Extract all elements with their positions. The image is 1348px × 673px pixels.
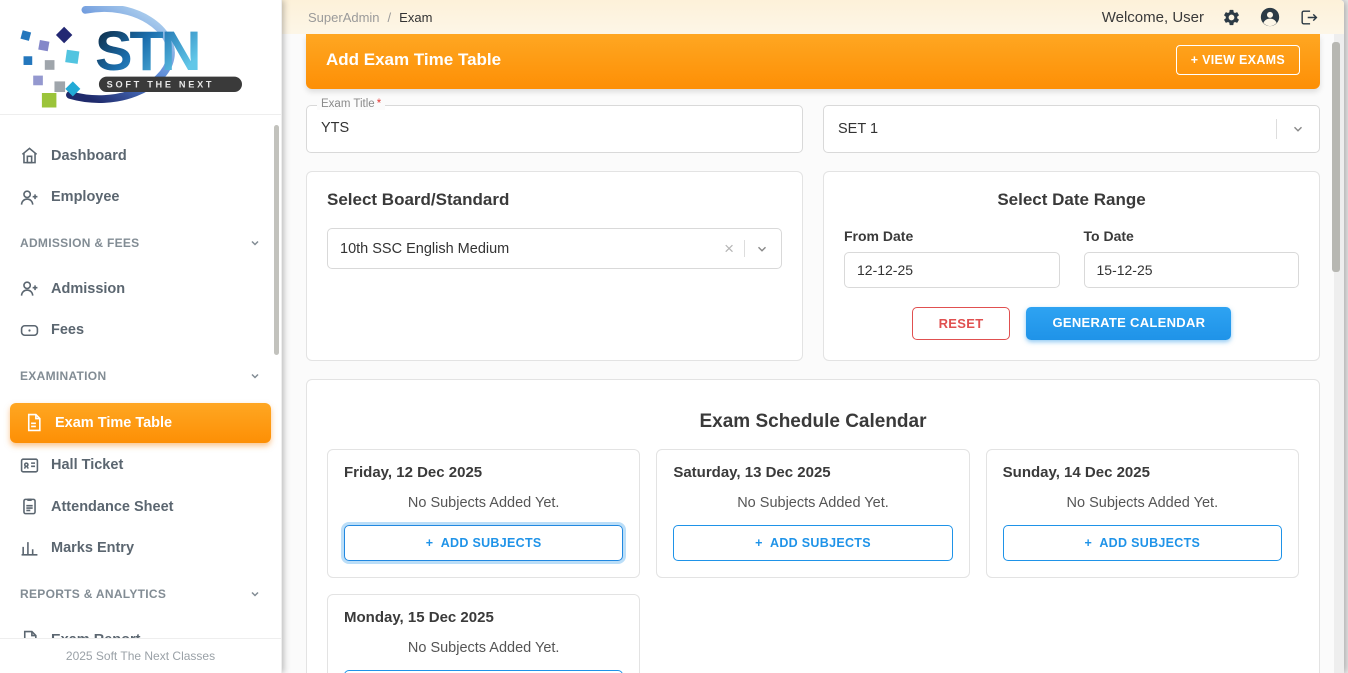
svg-text:STN: STN xyxy=(95,19,198,82)
svg-text:SOFT THE NEXT: SOFT THE NEXT xyxy=(107,80,215,90)
